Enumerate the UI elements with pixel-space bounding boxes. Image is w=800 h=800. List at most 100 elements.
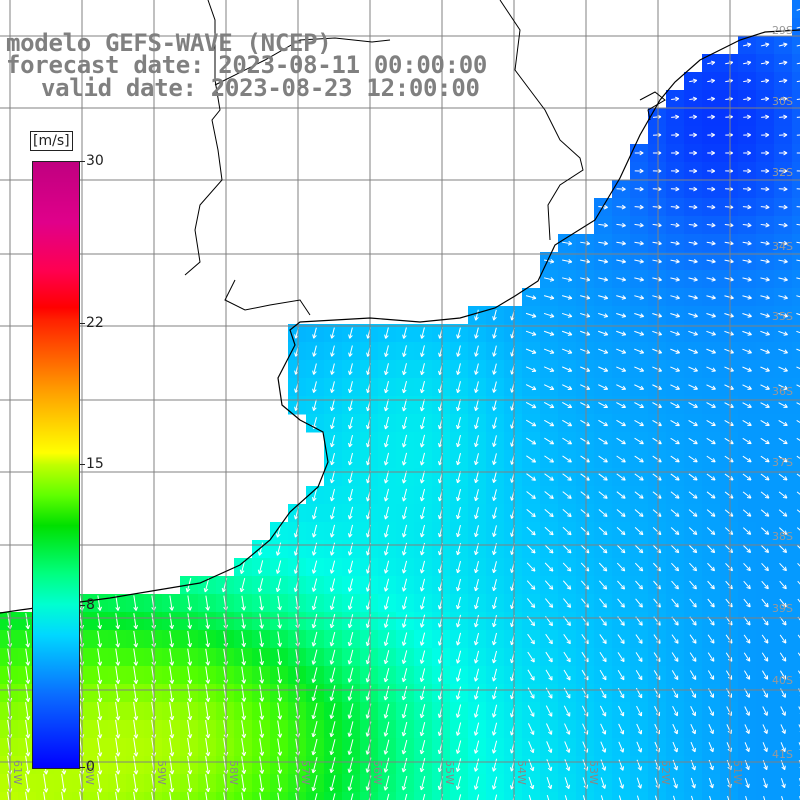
wind-arrow bbox=[761, 78, 770, 84]
wind-arrow bbox=[706, 455, 716, 463]
longitude-label: 56W bbox=[371, 760, 384, 785]
wind-arrow bbox=[760, 455, 770, 463]
wind-arrow bbox=[311, 703, 318, 720]
wind-arrow bbox=[742, 313, 752, 318]
wind-arrow bbox=[546, 759, 553, 772]
field-cell bbox=[792, 558, 800, 577]
field-cell bbox=[522, 792, 541, 800]
wind-arrow bbox=[635, 598, 643, 608]
wind-arrow bbox=[347, 667, 354, 683]
wind-arrow bbox=[169, 719, 175, 739]
wind-arrow bbox=[43, 773, 49, 793]
wind-arrow bbox=[634, 204, 644, 210]
wind-arrow bbox=[401, 650, 408, 664]
wind-arrow bbox=[781, 796, 784, 800]
wind-arrow bbox=[796, 223, 800, 226]
wind-arrow bbox=[634, 419, 644, 427]
wind-arrow bbox=[743, 634, 751, 644]
wind-arrow bbox=[491, 686, 498, 700]
wind-arrow bbox=[527, 723, 535, 736]
wind-arrow bbox=[742, 204, 752, 210]
wind-arrow bbox=[670, 186, 680, 192]
wind-arrow bbox=[491, 650, 498, 664]
wind-arrow bbox=[778, 473, 788, 481]
wind-arrow bbox=[707, 186, 716, 192]
wind-arrow bbox=[598, 259, 609, 264]
wind-arrow bbox=[599, 634, 607, 645]
wind-arrow bbox=[241, 702, 247, 720]
field-cell bbox=[576, 792, 595, 800]
wind-arrow bbox=[61, 773, 67, 793]
wind-arrow bbox=[634, 277, 644, 282]
wind-arrow bbox=[706, 258, 716, 264]
wind-arrow bbox=[169, 648, 175, 666]
field-cell bbox=[792, 486, 800, 505]
wind-arrow bbox=[616, 544, 626, 554]
wind-arrow bbox=[419, 722, 426, 737]
wind-arrow bbox=[348, 345, 353, 357]
wind-arrow bbox=[742, 240, 752, 246]
wind-arrow bbox=[401, 416, 408, 430]
wind-arrow bbox=[744, 724, 750, 734]
wind-arrow bbox=[561, 312, 573, 318]
field-cell bbox=[792, 450, 800, 469]
wind-arrow bbox=[474, 525, 479, 538]
wind-arrow bbox=[616, 330, 627, 336]
wind-arrow bbox=[277, 738, 283, 756]
wind-arrow bbox=[543, 277, 555, 282]
wind-arrow bbox=[564, 741, 571, 753]
wind-arrow bbox=[383, 434, 390, 448]
wind-arrow bbox=[743, 60, 752, 66]
wind-arrow bbox=[348, 452, 354, 466]
wind-arrow bbox=[169, 773, 175, 793]
wind-arrow bbox=[455, 614, 462, 628]
wind-arrow bbox=[598, 295, 609, 300]
wind-arrow bbox=[420, 345, 425, 357]
wind-arrow bbox=[456, 363, 461, 375]
wind-arrow bbox=[25, 737, 31, 757]
wind-arrow bbox=[383, 488, 390, 502]
wind-arrow bbox=[187, 648, 193, 666]
wind-arrow bbox=[528, 741, 535, 754]
wind-arrow bbox=[419, 686, 426, 701]
wind-arrow bbox=[383, 560, 390, 574]
wind-arrow bbox=[25, 755, 31, 775]
wind-arrow bbox=[419, 398, 426, 412]
wind-arrow bbox=[311, 506, 318, 520]
field-cell bbox=[792, 0, 800, 19]
wind-arrow bbox=[780, 778, 786, 789]
wind-arrow bbox=[526, 491, 536, 500]
wind-arrow bbox=[688, 240, 698, 246]
wind-arrow bbox=[670, 491, 680, 499]
wind-arrow bbox=[474, 345, 479, 357]
wind-arrow bbox=[205, 613, 210, 629]
wind-arrow bbox=[492, 614, 497, 628]
wind-arrow bbox=[474, 381, 479, 393]
wind-arrow bbox=[690, 706, 697, 717]
wind-arrow bbox=[706, 348, 716, 354]
wind-arrow bbox=[706, 527, 716, 535]
wind-arrow bbox=[796, 98, 800, 100]
wind-arrow bbox=[311, 738, 318, 756]
wind-arrow bbox=[763, 796, 766, 800]
wind-arrow bbox=[115, 648, 121, 666]
field-cell bbox=[486, 792, 505, 800]
wind-arrow bbox=[422, 794, 426, 800]
wind-arrow bbox=[187, 684, 193, 703]
wind-arrow bbox=[311, 578, 318, 592]
wind-arrow bbox=[544, 402, 555, 409]
wind-arrow bbox=[778, 402, 788, 408]
wind-arrow bbox=[133, 737, 139, 757]
wind-arrow bbox=[259, 792, 262, 800]
wind-arrow bbox=[778, 240, 788, 246]
wind-arrow bbox=[562, 562, 572, 572]
wind-arrow bbox=[706, 222, 716, 228]
wind-arrow bbox=[598, 384, 609, 390]
wind-arrow bbox=[707, 634, 715, 644]
field-cell bbox=[198, 792, 217, 800]
wind-arrow bbox=[778, 186, 788, 192]
wind-arrow bbox=[634, 437, 644, 445]
wind-arrow bbox=[778, 42, 788, 48]
wind-arrow bbox=[312, 381, 317, 393]
wind-arrow bbox=[616, 437, 626, 445]
